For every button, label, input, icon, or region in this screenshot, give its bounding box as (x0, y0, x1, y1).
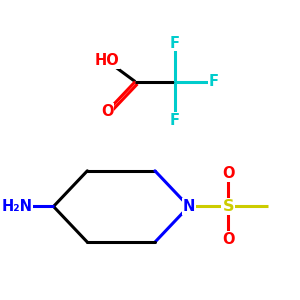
Text: F: F (209, 74, 219, 89)
Text: O: O (222, 166, 234, 181)
Text: F: F (170, 113, 180, 128)
Text: S: S (222, 199, 234, 214)
Text: N: N (183, 199, 195, 214)
Text: O: O (222, 232, 234, 247)
Text: F: F (170, 35, 180, 50)
Text: HO: HO (95, 53, 119, 68)
Text: O: O (101, 104, 113, 119)
Text: H₂N: H₂N (2, 199, 32, 214)
